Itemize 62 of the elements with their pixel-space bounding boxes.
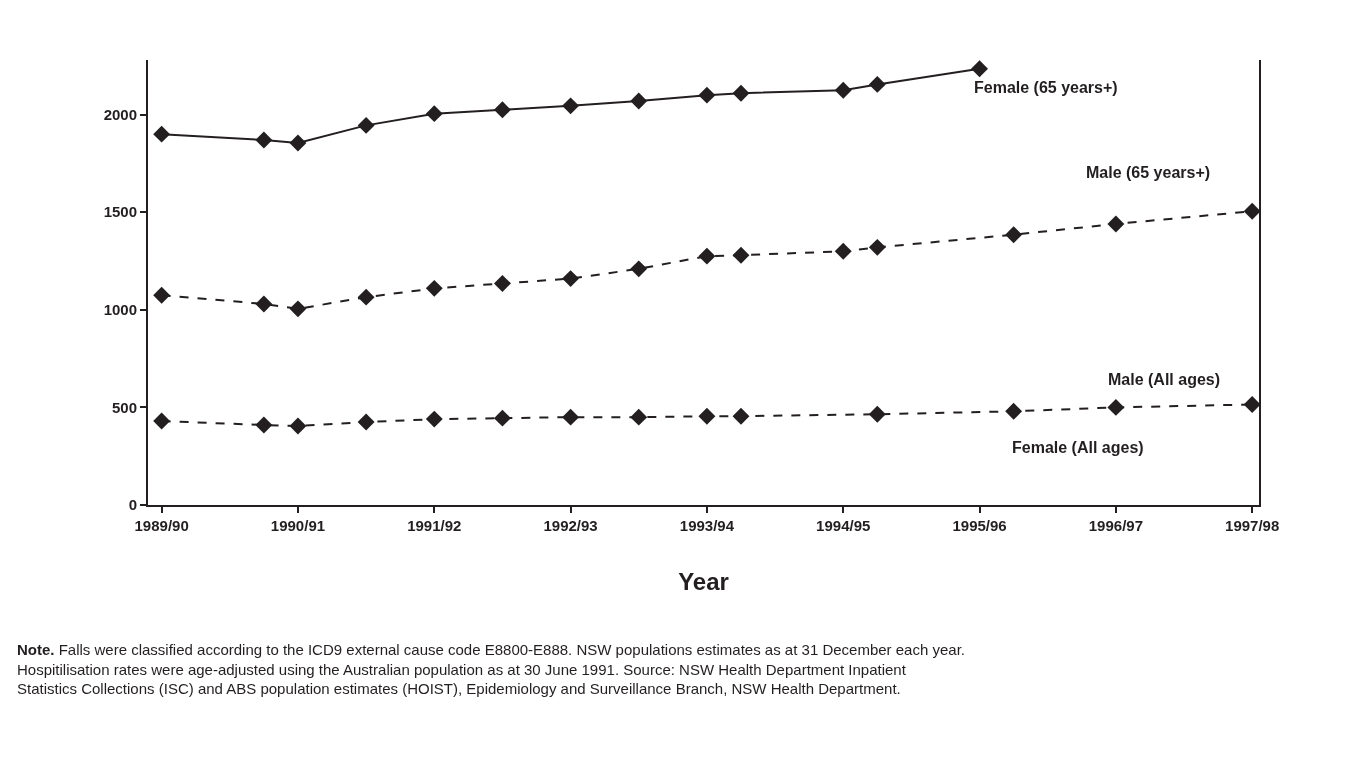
point bbox=[562, 408, 580, 426]
series-label: Female (65 years+) bbox=[974, 79, 1118, 96]
point bbox=[834, 81, 852, 99]
x-tick-label: 1990/91 bbox=[270, 517, 326, 534]
point bbox=[1107, 215, 1125, 233]
x-tick-label: 1995/96 bbox=[952, 517, 1007, 534]
point bbox=[153, 125, 171, 143]
point bbox=[289, 417, 307, 435]
annotation: Female (All ages) bbox=[1012, 439, 1144, 456]
series-label: Male (All ages) bbox=[1108, 371, 1221, 388]
point bbox=[868, 75, 886, 93]
point bbox=[357, 288, 375, 306]
point bbox=[630, 260, 648, 278]
point bbox=[868, 405, 886, 423]
x-axis-title: Year bbox=[678, 567, 729, 595]
point bbox=[1243, 202, 1261, 220]
point bbox=[425, 410, 443, 428]
point bbox=[971, 60, 988, 78]
y-tick-label: 500 bbox=[111, 398, 137, 416]
point bbox=[289, 134, 307, 152]
text: Note. Falls were classified according to the ICD9 external cause code E8800-E888. NSW populations estimates as at 31 December each year. Hospitilisation rates were age-adjusted using the Australian population as at 30 June 1991. Source: NSW Health Department Inpatient Statistics Collections (ISC) and ABS population estimates (HOIST), Epidemiology and Surveillance Branch, NSW Health Department. bbox=[17, 641, 965, 697]
point bbox=[357, 116, 375, 134]
point bbox=[255, 131, 273, 149]
point bbox=[698, 86, 716, 104]
point bbox=[1005, 226, 1023, 244]
point bbox=[493, 101, 511, 119]
point bbox=[732, 246, 750, 264]
point bbox=[698, 247, 716, 265]
y-tick-label: 1500 bbox=[103, 203, 137, 221]
x-tick-label: 1989/90 bbox=[134, 517, 189, 534]
point bbox=[1243, 396, 1261, 413]
point bbox=[425, 105, 443, 123]
point bbox=[493, 409, 511, 427]
y-tick-label: 0 bbox=[128, 496, 137, 514]
point bbox=[255, 295, 273, 313]
point bbox=[153, 286, 171, 304]
point bbox=[562, 97, 580, 115]
point bbox=[732, 407, 750, 425]
x-tick-label: 1994/95 bbox=[816, 517, 871, 534]
point bbox=[493, 275, 511, 292]
point bbox=[562, 270, 580, 288]
point bbox=[868, 238, 886, 256]
x-tick-label: 1993/94 bbox=[679, 517, 735, 534]
y-tick-label: 1000 bbox=[103, 301, 137, 319]
point bbox=[1107, 398, 1125, 416]
point bbox=[834, 242, 852, 260]
point bbox=[1005, 402, 1023, 420]
point bbox=[732, 84, 750, 102]
x-tick-label: 1991/92 bbox=[407, 517, 462, 534]
point bbox=[630, 408, 648, 426]
point bbox=[153, 412, 171, 430]
point bbox=[357, 413, 375, 431]
point bbox=[425, 279, 443, 297]
text: Male (65 years+) bbox=[1086, 164, 1211, 181]
point bbox=[255, 416, 273, 434]
x-tick-label: 1996/97 bbox=[1088, 517, 1143, 534]
point bbox=[289, 300, 307, 318]
y-tick-label: 2000 bbox=[103, 105, 137, 123]
x-tick-label: 1992/93 bbox=[543, 517, 598, 534]
point bbox=[630, 92, 648, 110]
x-tick-label: 1997/98 bbox=[1225, 517, 1280, 534]
point bbox=[698, 407, 716, 425]
